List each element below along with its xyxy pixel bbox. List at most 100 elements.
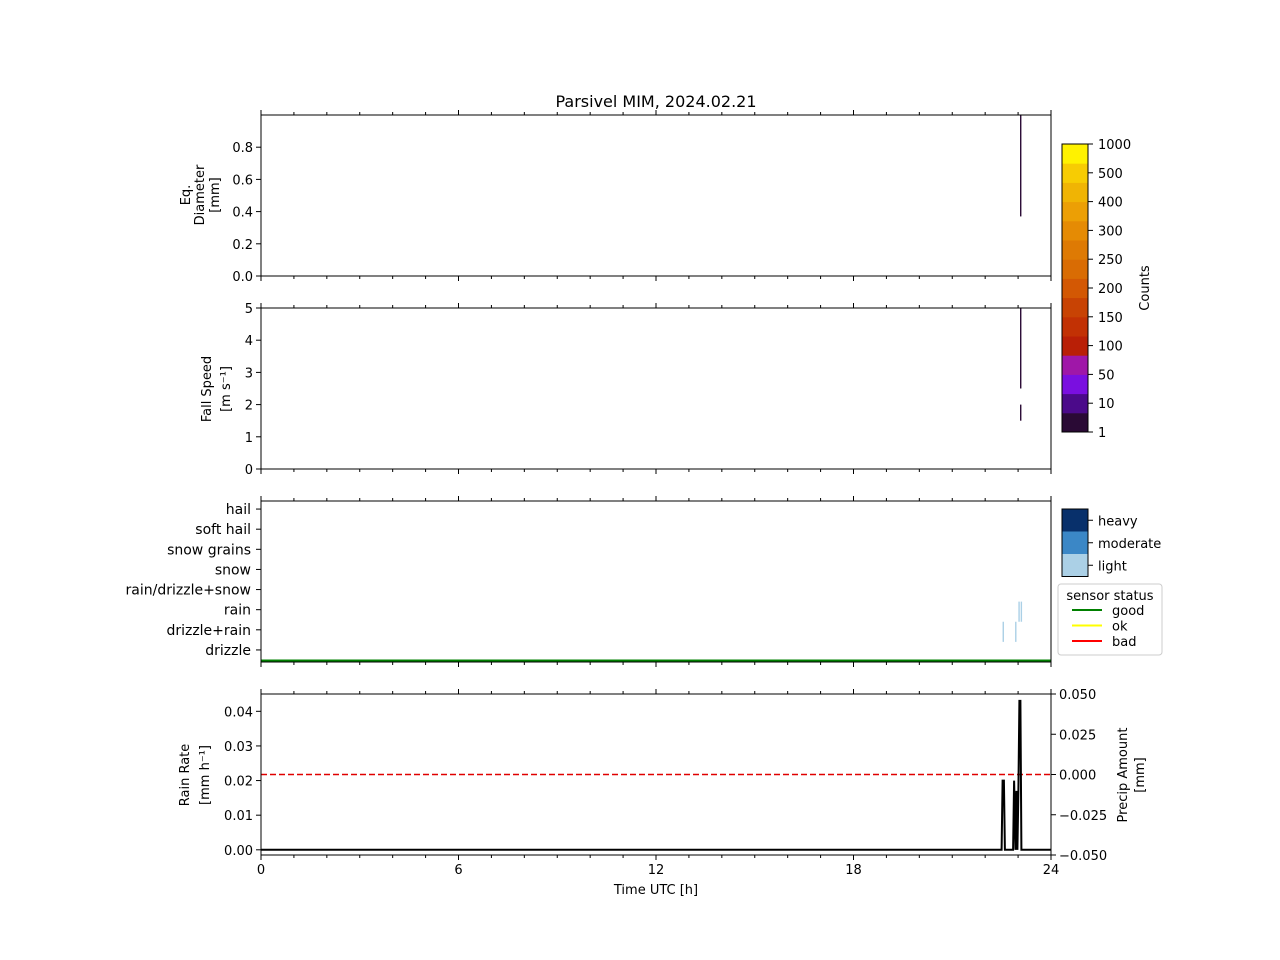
y2-tick-label: −0.050 xyxy=(1059,849,1107,864)
y-tick-label: 1 xyxy=(245,431,253,446)
colorbar-tick-label: 1 xyxy=(1098,426,1106,441)
rain-rate-ylabel-2: [mm h⁻¹] xyxy=(198,745,213,805)
panel-diameter: 0.0 0.2 0.4 0.6 0.8 Eq. Diameter [mm] xyxy=(179,110,1052,285)
y-tick-label: 0 xyxy=(245,463,253,478)
colorbar-cell xyxy=(1062,259,1088,279)
y2-tick-label: −0.025 xyxy=(1059,809,1107,824)
y-tick-label: 0.01 xyxy=(224,809,253,824)
category-label: rain xyxy=(224,603,251,619)
rain-rate-ylabel-1: Rain Rate xyxy=(178,744,193,807)
panel-rain-rate: 0 6 12 18 24 0.00 0.01 0.02 0.03 0.04 −0.050 −0.025… xyxy=(178,688,1148,898)
plot-frame xyxy=(260,114,1052,277)
y2-tick-label: 0.000 xyxy=(1059,769,1096,784)
chart-title: Parsivel MIM, 2024.02.21 xyxy=(555,92,756,111)
heatmap-cell xyxy=(1020,404,1022,421)
colorbar-cell xyxy=(1062,220,1088,241)
y-tick-label: 5 xyxy=(245,302,253,317)
diameter-ylabel-1: Eq. xyxy=(179,185,194,206)
y-tick-label: 0.4 xyxy=(232,206,253,221)
intensity-label: moderate xyxy=(1098,537,1161,552)
colorbar-tick-label: 400 xyxy=(1098,196,1123,211)
precip-type-mark xyxy=(1018,601,1020,622)
precip-type-data xyxy=(261,601,1051,662)
colorbar-tick-label: 50 xyxy=(1098,368,1115,383)
x-tick-label: 6 xyxy=(454,863,462,878)
y-tick-label: 0.0 xyxy=(232,270,253,285)
category-label: drizzle+rain xyxy=(166,623,251,639)
y-tick-label: 0.2 xyxy=(232,238,253,253)
intensity-swatch xyxy=(1062,509,1088,532)
status-legend-label: bad xyxy=(1112,635,1136,650)
precip-type-mark xyxy=(1020,601,1023,622)
colorbar-tick-label: 200 xyxy=(1098,282,1123,297)
colorbar-tick-label: 1000 xyxy=(1098,138,1131,153)
colorbar-cell xyxy=(1062,316,1088,337)
colorbar-tick-label: 100 xyxy=(1098,340,1123,355)
fall-speed-ylabel-2: [m s⁻¹] xyxy=(219,366,234,412)
colorbar-cell xyxy=(1062,278,1088,299)
y-tick-label: 2 xyxy=(245,399,253,414)
precip-amount-ylabel-1: Precip Amount xyxy=(1116,728,1131,823)
y-tick-label: 0.8 xyxy=(232,141,253,156)
precip-type-mark xyxy=(1002,621,1004,642)
colorbar-cells xyxy=(1061,143,1089,433)
status-legend-label: good xyxy=(1112,604,1144,619)
colorbar-cell xyxy=(1062,240,1088,260)
category-label: snow grains xyxy=(167,542,251,558)
intensity-label: light xyxy=(1098,559,1127,574)
x-tick-label: 0 xyxy=(257,863,265,878)
colorbar-tick-label: 250 xyxy=(1098,253,1123,268)
diameter-data xyxy=(1020,115,1022,217)
colorbar-cell xyxy=(1062,336,1088,356)
colorbar-tick-label: 150 xyxy=(1098,311,1123,326)
intensity-frame xyxy=(1061,508,1089,577)
colorbar-cell xyxy=(1062,144,1088,164)
plot-frame xyxy=(260,307,1052,470)
counts-colorbar: 1 10 50 100 150 200 250 300 400 500 1000 Counts xyxy=(1061,138,1153,441)
heatmap-cell xyxy=(1020,115,1022,217)
rain-rate-line xyxy=(261,699,1051,851)
status-legend-label: ok xyxy=(1112,620,1128,635)
y2-tick-label: 0.050 xyxy=(1059,688,1096,703)
plot-frame xyxy=(260,500,1052,663)
colorbar-cell xyxy=(1062,412,1088,433)
colorbar-tick-label: 300 xyxy=(1098,224,1123,239)
colorbar-tick-label: 500 xyxy=(1098,167,1123,182)
x-tick-label: 24 xyxy=(1043,863,1060,878)
colorbar-cell xyxy=(1062,393,1088,414)
intensity-swatch xyxy=(1062,531,1088,555)
intensity-swatch xyxy=(1062,554,1088,577)
x-tick-label: 12 xyxy=(648,863,665,878)
colorbar-ticks: 1 10 50 100 150 200 250 300 400 500 1000 xyxy=(1088,138,1131,441)
y2-tick-label: 0.025 xyxy=(1059,728,1096,743)
category-label: snow xyxy=(215,562,251,578)
rain-rate-data xyxy=(261,699,1051,851)
fall-speed-data xyxy=(1020,308,1022,421)
diameter-ylabel-2: Diameter xyxy=(193,164,208,225)
status-legend-frame xyxy=(1057,583,1163,656)
category-label: drizzle xyxy=(205,643,251,659)
status-legend-title: sensor status xyxy=(1066,589,1153,604)
colorbar-cell xyxy=(1062,297,1088,318)
precip-type-axes: drizzle drizzle+rain rain rain/drizzle+snow… xyxy=(126,496,1052,667)
heatmap-cell xyxy=(1020,308,1022,389)
intensity-legend: heavy moderate light xyxy=(1061,508,1161,577)
colorbar-cell xyxy=(1062,355,1088,375)
intensity-label: heavy xyxy=(1098,514,1138,529)
y-tick-label: 0.6 xyxy=(232,173,253,188)
panel-precip-type: drizzle drizzle+rain rain rain/drizzle+snow… xyxy=(126,496,1052,667)
colorbar-label: Counts xyxy=(1138,265,1153,311)
fall-speed-axes: 0 1 2 3 4 5 xyxy=(245,302,1052,478)
y-tick-label: 0.02 xyxy=(224,775,253,790)
y-tick-label: 4 xyxy=(245,334,253,349)
colorbar-cell xyxy=(1062,201,1088,222)
precip-amount-ylabel-2: [mm] xyxy=(1133,757,1148,792)
panel-fall-speed: 0 1 2 3 4 5 Fall Speed [m s⁻¹] xyxy=(200,302,1052,478)
rain-rate-axes: 0 6 12 18 24 0.00 0.01 0.02 0.03 0.04 −0.050 −0.025… xyxy=(224,688,1107,878)
category-label: hail xyxy=(226,502,251,518)
y-tick-label: 0.04 xyxy=(224,705,253,720)
colorbar-tick-label: 10 xyxy=(1098,397,1115,412)
